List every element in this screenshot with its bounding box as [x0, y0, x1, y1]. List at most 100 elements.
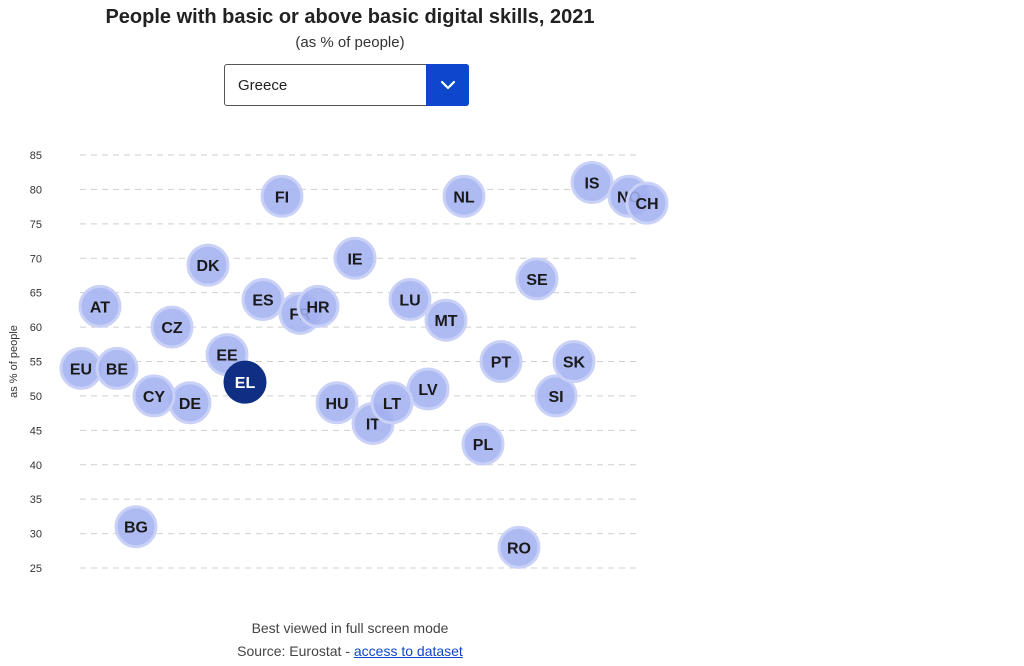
- bubble-label: DK: [196, 258, 220, 275]
- bubble-label: NL: [453, 189, 475, 206]
- y-tick-label: 30: [30, 529, 42, 541]
- data-point-bg[interactable]: BG: [114, 505, 158, 549]
- bubble[interactable]: [570, 161, 614, 205]
- bubble-label: RO: [507, 540, 531, 557]
- country-select-button[interactable]: [426, 64, 469, 106]
- data-point-fi[interactable]: FI: [260, 174, 304, 218]
- data-point-mt[interactable]: MT: [424, 298, 468, 342]
- chevron-down-icon: [440, 80, 455, 90]
- bubble[interactable]: [186, 243, 230, 287]
- chart-title: People with basic or above basic digital…: [105, 6, 595, 28]
- data-point-ie[interactable]: IE: [333, 236, 377, 280]
- data-point-ch[interactable]: CH: [625, 181, 669, 225]
- data-point-hr[interactable]: HR: [296, 284, 340, 328]
- y-tick-label: 65: [30, 288, 42, 300]
- bubble[interactable]: [315, 381, 359, 425]
- y-tick-label: 60: [30, 322, 42, 334]
- y-tick-label: 85: [30, 150, 42, 162]
- bubble-label: IS: [584, 176, 599, 193]
- y-tick-label: 50: [30, 391, 42, 403]
- data-point-ro[interactable]: RO: [497, 525, 541, 569]
- bubble-label: LV: [418, 382, 438, 399]
- dataset-link[interactable]: access to dataset: [353, 643, 463, 659]
- y-tick-label: 80: [30, 184, 42, 196]
- bubble-label: EU: [70, 361, 92, 378]
- bubble-label: CZ: [161, 320, 183, 337]
- bubble[interactable]: [515, 257, 559, 301]
- bubble-label: EL: [235, 375, 256, 392]
- bubble-label: MT: [434, 313, 457, 330]
- data-point-eu[interactable]: EU: [59, 346, 103, 390]
- y-tick-label: 45: [30, 425, 42, 437]
- bubble-label: FI: [275, 189, 289, 206]
- data-point-si[interactable]: SI: [534, 374, 578, 418]
- y-tick-label: 75: [30, 219, 42, 231]
- bubble-label: CH: [635, 196, 658, 213]
- data-point-lv[interactable]: LV: [406, 367, 450, 411]
- data-point-se[interactable]: SE: [515, 257, 559, 301]
- data-point-be[interactable]: BE: [95, 346, 139, 390]
- y-tick-label: 70: [30, 253, 42, 265]
- bubble-label: LT: [383, 396, 402, 413]
- bubble[interactable]: [333, 236, 377, 280]
- data-point-de[interactable]: DE: [168, 381, 212, 425]
- bubble-label: SI: [548, 389, 563, 406]
- data-point-pl[interactable]: PL: [461, 422, 505, 466]
- data-point-lt[interactable]: LT: [370, 381, 414, 425]
- bubble-label: CY: [143, 389, 166, 406]
- bubble-label: SE: [526, 272, 548, 289]
- y-tick-label: 25: [30, 563, 42, 575]
- bubble-label: HU: [325, 396, 348, 413]
- bubble[interactable]: [114, 505, 158, 549]
- bubble[interactable]: [625, 181, 669, 225]
- source-prefix: Source: Eurostat -: [237, 643, 354, 659]
- data-point-nl[interactable]: NL: [442, 174, 486, 218]
- data-point-lu[interactable]: LU: [388, 278, 432, 322]
- chart-subtitle: (as % of people): [295, 34, 405, 51]
- data-point-el[interactable]: EL: [223, 360, 267, 404]
- bubble[interactable]: [150, 305, 194, 349]
- bubble[interactable]: [497, 525, 541, 569]
- bubble[interactable]: [442, 174, 486, 218]
- bubble[interactable]: [296, 284, 340, 328]
- bubble[interactable]: [552, 340, 596, 383]
- y-tick-label: 40: [30, 460, 42, 472]
- data-point-is[interactable]: IS: [570, 161, 614, 205]
- bubble-label: BE: [106, 361, 129, 378]
- y-axis-label: as % of people: [8, 325, 20, 398]
- bubble[interactable]: [260, 174, 304, 218]
- bubble[interactable]: [223, 360, 267, 404]
- bubble-label: PT: [491, 355, 512, 372]
- bubble-label: HR: [306, 299, 330, 316]
- bubble[interactable]: [424, 298, 468, 342]
- bubble[interactable]: [370, 381, 414, 425]
- data-point-hu[interactable]: HU: [315, 381, 359, 425]
- y-tick-label: 55: [30, 357, 42, 369]
- data-point-es[interactable]: ES: [241, 278, 285, 322]
- bubble[interactable]: [479, 340, 523, 383]
- bubble[interactable]: [95, 346, 139, 390]
- bubble[interactable]: [534, 374, 578, 418]
- data-point-cz[interactable]: CZ: [150, 305, 194, 349]
- bubble[interactable]: [388, 278, 432, 322]
- bubble-label: DE: [179, 396, 202, 413]
- data-point-pt[interactable]: PT: [479, 340, 523, 383]
- footer-note: Best viewed in full screen mode: [251, 620, 449, 636]
- bubble[interactable]: [241, 278, 285, 322]
- bubble-label: BG: [124, 520, 148, 537]
- bubble-label: IT: [366, 416, 380, 433]
- data-point-dk[interactable]: DK: [186, 243, 230, 287]
- bubble-label: AT: [90, 299, 110, 316]
- bubble[interactable]: [461, 422, 505, 466]
- country-select[interactable]: Greece: [224, 64, 469, 106]
- bubble-label: IE: [347, 251, 362, 268]
- bubble[interactable]: [132, 374, 176, 418]
- footer-source: Source: Eurostat - access to dataset: [0, 643, 700, 659]
- bubble[interactable]: [78, 284, 122, 328]
- bubble-label: PL: [473, 437, 494, 454]
- data-point-sk[interactable]: SK: [552, 340, 596, 383]
- bubble-label: EE: [216, 348, 238, 365]
- data-point-at[interactable]: AT: [78, 284, 122, 328]
- scatter-chart: 85 80 75 70 65 60 55 50 45 40 35 30 25 as % of people…: [8, 150, 669, 575]
- data-point-cy[interactable]: CY: [132, 374, 176, 418]
